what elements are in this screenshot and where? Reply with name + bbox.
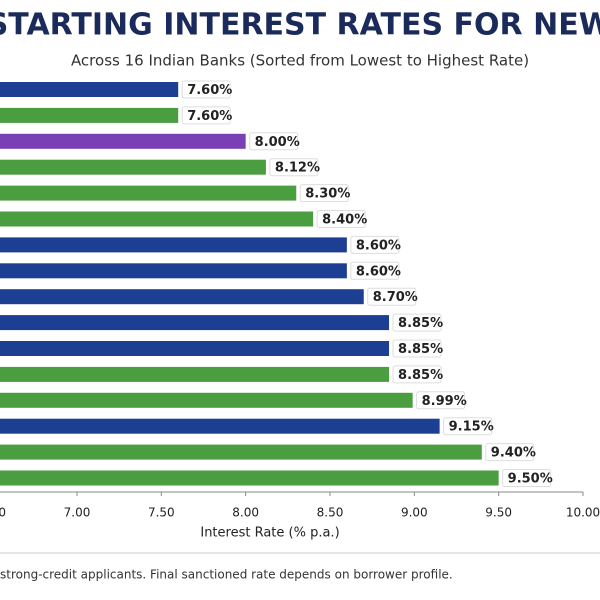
value-label: 8.60% <box>356 264 401 279</box>
label-bg <box>485 443 535 462</box>
footnote: strong-credit applicants. Final sanction… <box>0 568 453 582</box>
value-label: 8.00% <box>255 135 300 150</box>
bar <box>0 470 499 486</box>
value-label: 9.50% <box>508 472 553 487</box>
value-label: 8.30% <box>305 187 350 202</box>
label-bg <box>392 339 442 358</box>
bar <box>0 211 314 227</box>
x-tick-label: 9.00 <box>401 506 428 520</box>
bar <box>0 444 482 460</box>
bar <box>0 366 390 382</box>
bar <box>0 263 347 279</box>
label-bg <box>181 80 231 99</box>
label-bg <box>367 287 417 306</box>
bar <box>0 315 390 331</box>
label-bg <box>350 261 400 280</box>
bar <box>0 289 364 305</box>
label-bg <box>502 469 552 487</box>
label-bg <box>181 106 231 125</box>
value-label: 9.40% <box>491 446 536 461</box>
x-tick-label: 8.00 <box>232 506 259 520</box>
label-bg <box>392 365 442 384</box>
value-label: 7.60% <box>187 83 232 98</box>
value-label: 9.15% <box>449 420 494 435</box>
x-tick-label: 7.50 <box>148 506 175 520</box>
value-label: 8.60% <box>356 238 401 253</box>
label-bg <box>443 417 493 436</box>
value-label: 8.85% <box>398 368 443 383</box>
label-bg <box>249 132 299 151</box>
x-axis-label: Interest Rate (% p.a.) <box>200 526 339 541</box>
bar <box>0 159 266 175</box>
x-tick-label: 9.50 <box>485 506 512 520</box>
value-label: 8.99% <box>422 394 467 409</box>
bar <box>0 341 390 356</box>
value-label: 8.85% <box>398 342 443 357</box>
x-tick-label: 10.00 <box>566 506 600 520</box>
x-tick-label: 8.50 <box>317 506 344 520</box>
value-label: 8.70% <box>373 290 418 305</box>
bar <box>0 237 347 253</box>
value-label: 8.85% <box>398 316 443 331</box>
bar <box>0 418 440 434</box>
value-label: 8.40% <box>322 213 367 228</box>
label-bg <box>350 235 400 254</box>
label-bg <box>316 210 366 228</box>
label-bg <box>299 184 349 203</box>
x-tick-label: 6.50 <box>0 506 6 520</box>
bar <box>0 133 246 149</box>
bar <box>0 82 179 97</box>
value-label: 7.60% <box>187 109 232 124</box>
bar <box>0 107 179 123</box>
label-bg <box>416 391 466 410</box>
label-bg <box>269 158 319 177</box>
value-label: 8.12% <box>275 161 320 176</box>
bar <box>0 392 413 408</box>
chart-subtitle: Across 16 Indian Banks (Sorted from Lowe… <box>71 52 529 70</box>
label-bg <box>392 313 442 332</box>
x-tick-label: 7.00 <box>64 506 91 520</box>
bar <box>0 185 297 201</box>
chart-title: E STARTING INTEREST RATES FOR NEW C <box>0 8 600 43</box>
